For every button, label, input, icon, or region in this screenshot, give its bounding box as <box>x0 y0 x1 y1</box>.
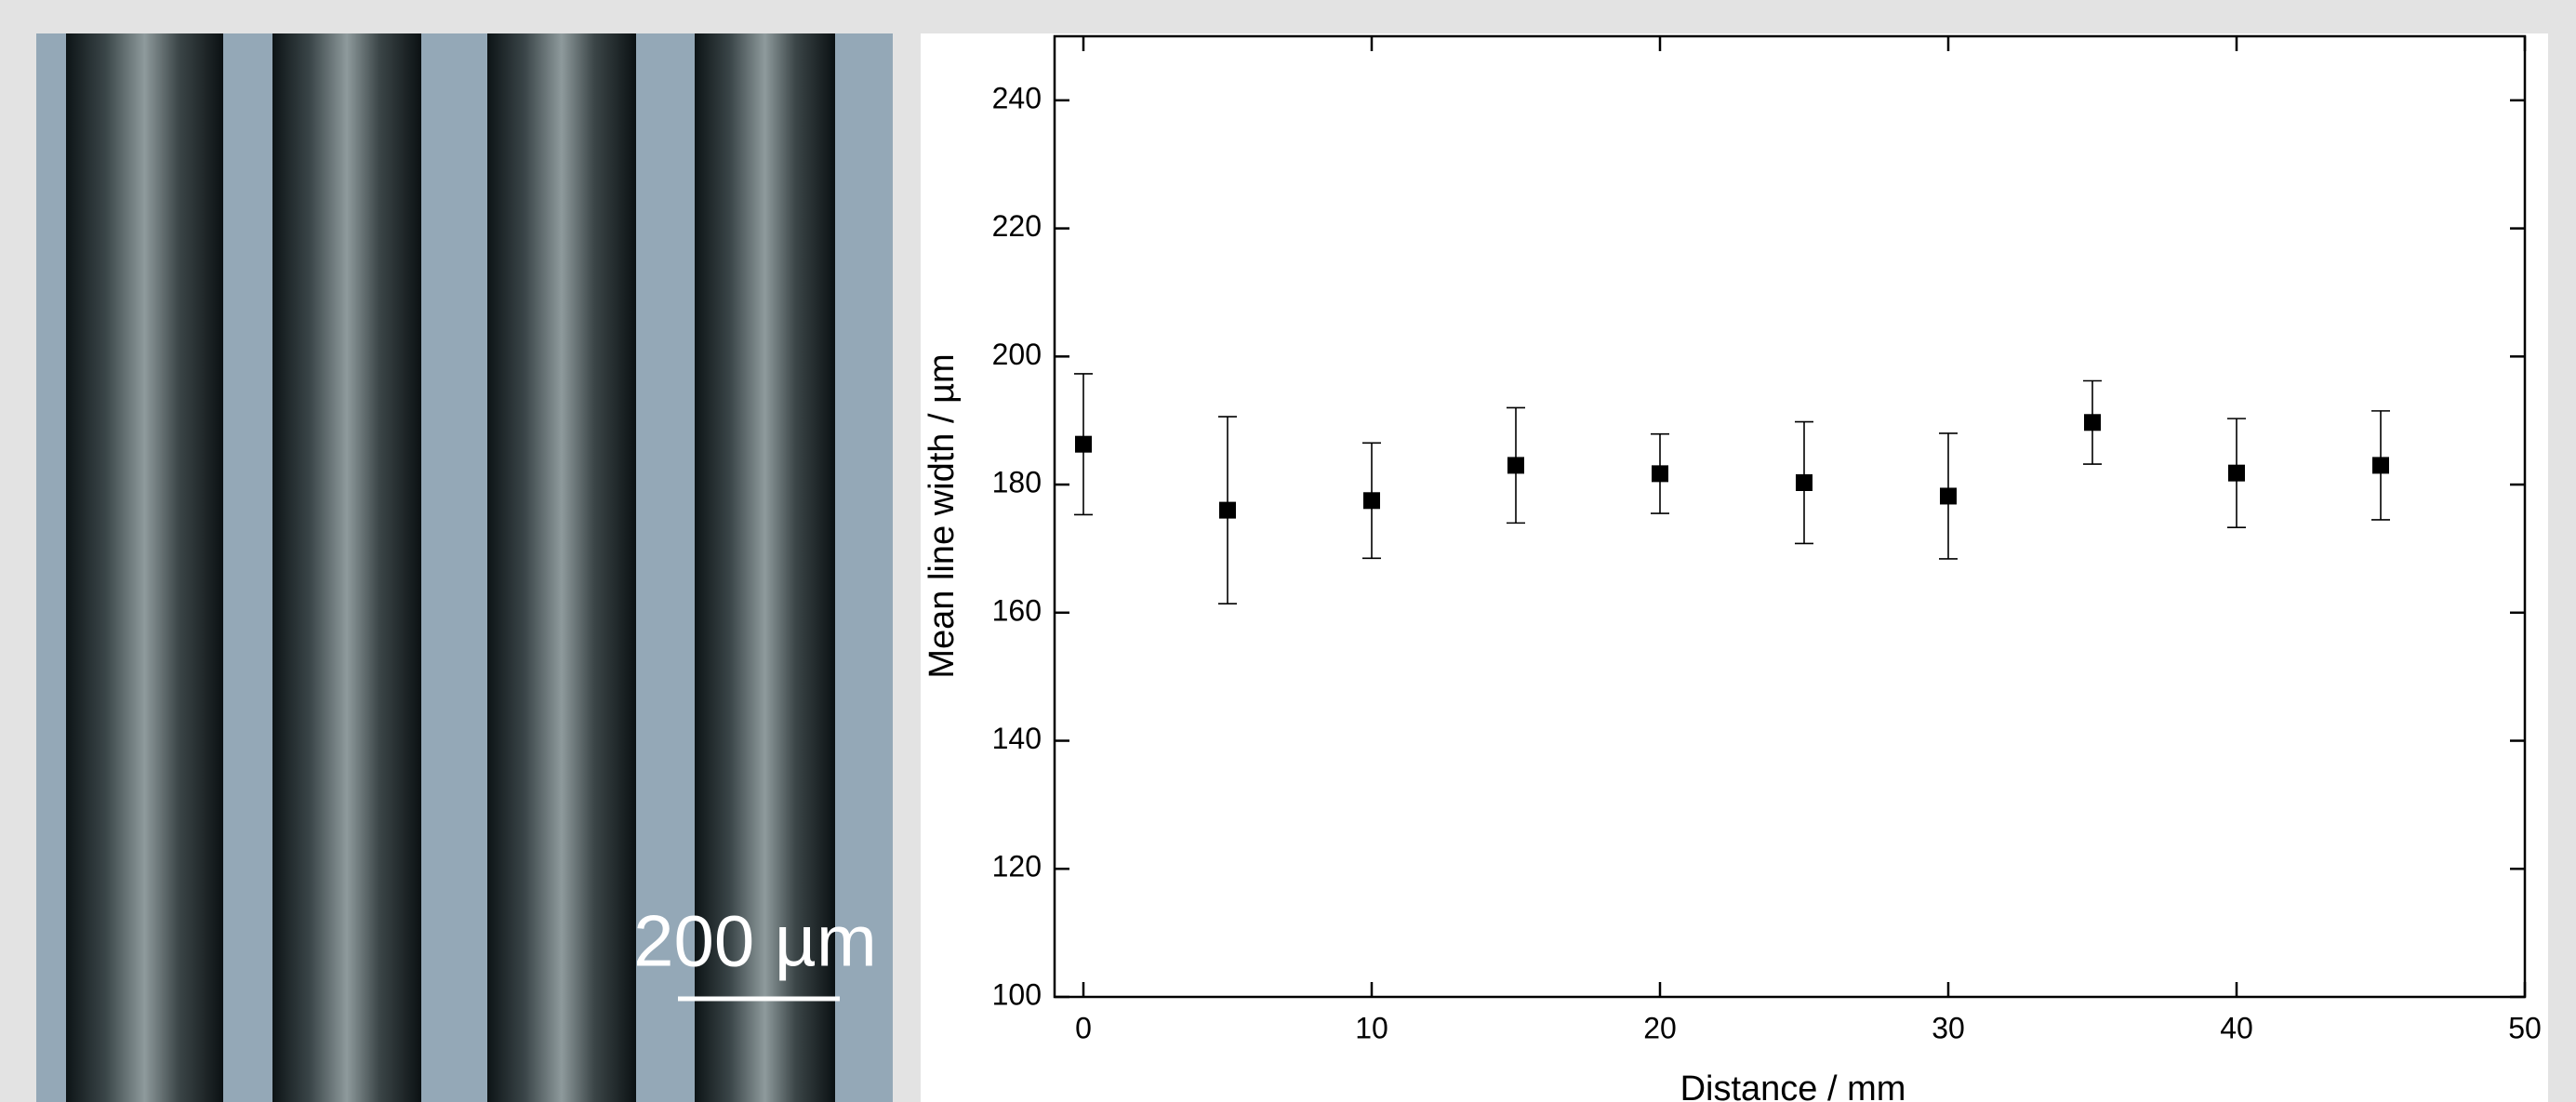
printed-line <box>66 33 223 1102</box>
data-point <box>1219 501 1236 519</box>
y-tick-label: 100 <box>992 977 1042 1011</box>
x-tick-label: 50 <box>2508 1011 2542 1044</box>
plot-frame <box>1053 34 2527 999</box>
data-point <box>1363 492 1380 510</box>
printed-line <box>695 33 835 1102</box>
x-tick-label: 30 <box>1932 1011 1965 1044</box>
x-tick-label: 0 <box>1075 1011 1092 1044</box>
y-tick-label: 140 <box>992 722 1042 755</box>
data-point <box>1796 474 1812 492</box>
y-tick-label: 200 <box>992 338 1042 371</box>
y-tick-label: 240 <box>992 81 1042 114</box>
y-tick-label: 220 <box>992 209 1042 243</box>
y-axis-label: Mean line width / µm <box>923 353 962 678</box>
data-point <box>2228 464 2245 482</box>
printed-line <box>487 33 636 1102</box>
x-tick-label: 20 <box>1643 1011 1677 1044</box>
y-tick-label: 120 <box>992 850 1042 883</box>
data-point <box>1075 435 1092 453</box>
x-tick-label: 10 <box>1355 1011 1388 1044</box>
y-tick-label: 180 <box>992 466 1042 499</box>
data-point <box>2372 457 2389 474</box>
scale-bar-label: 200 µm <box>633 900 877 982</box>
data-point <box>2084 414 2101 432</box>
x-tick-label: 40 <box>2220 1011 2253 1044</box>
y-tick-label: 160 <box>992 593 1042 627</box>
micrograph: 200 µm <box>36 33 893 1102</box>
chart-panel <box>921 33 2548 1102</box>
data-point <box>1652 465 1668 483</box>
data-point <box>1940 487 1957 505</box>
data-point <box>1507 457 1524 474</box>
printed-line <box>272 33 421 1102</box>
x-axis-label: Distance / mm <box>1680 1069 1906 1102</box>
